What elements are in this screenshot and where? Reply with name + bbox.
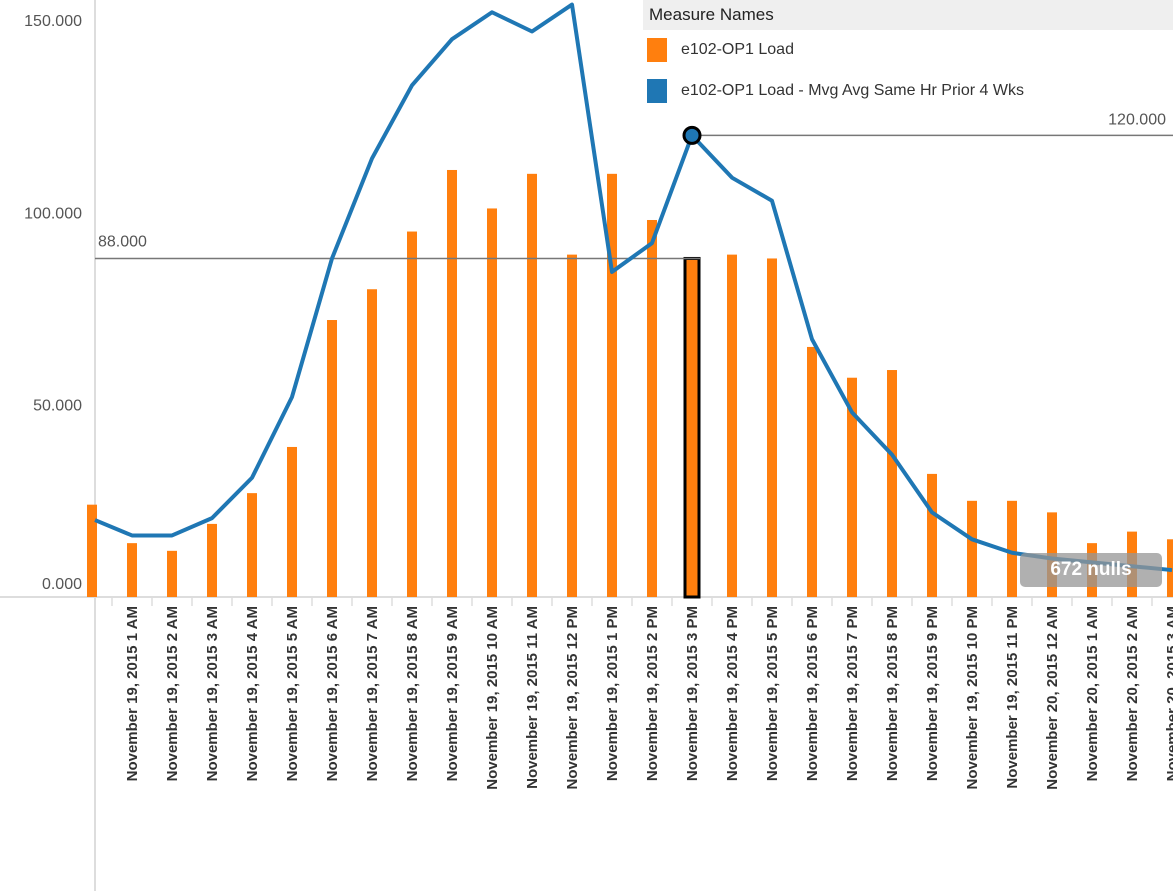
reference-label-88: 88.000: [98, 233, 147, 250]
x-tick-label: November 19, 2015 3 AM: [204, 606, 221, 781]
bar: [527, 173, 537, 597]
x-tick-label: November 19, 2015 10 PM: [964, 606, 981, 789]
nulls-badge[interactable]: 672 nulls: [1020, 553, 1162, 587]
moving-average-line: [94, 2, 1173, 573]
bar: [247, 493, 257, 597]
bar: [407, 231, 417, 597]
y-tick-label: 150.000: [24, 13, 82, 30]
x-tick-label: November 19, 2015 8 AM: [404, 606, 421, 781]
bar: [447, 169, 457, 597]
x-tick-label: November 19, 2015 11 AM: [524, 606, 541, 789]
bar: [727, 254, 737, 597]
bar: [207, 523, 217, 597]
x-tick-label: November 20, 2015 1 AM: [1084, 606, 1101, 781]
bar: [847, 377, 857, 597]
x-tick-label: November 19, 2015 1 PM: [604, 606, 621, 781]
bar: [927, 473, 937, 597]
x-tick-label: November 19, 2015 7 AM: [364, 606, 381, 781]
bar: [1007, 500, 1017, 597]
bar: [87, 504, 97, 597]
x-tick-label: November 20, 2015 12 AM: [1044, 606, 1061, 790]
x-tick-label: November 19, 2015 9 PM: [924, 606, 941, 781]
bar: [567, 254, 577, 597]
reference-label-120: 120.000: [1108, 111, 1166, 128]
x-tick-label: November 19, 2015 11 PM: [1004, 606, 1021, 789]
x-tick-label: November 19, 2015 6 AM: [324, 606, 341, 781]
bar: [647, 219, 657, 597]
x-tick-label: November 19, 2015 7 PM: [844, 606, 861, 781]
bar: [767, 258, 777, 597]
y-tick-label: 100.000: [24, 205, 82, 222]
bar: [807, 346, 817, 597]
legend-swatch-blue: [647, 79, 667, 103]
legend-item-mvg-avg[interactable]: e102-OP1 Load - Mvg Avg Same Hr Prior 4 …: [647, 79, 1024, 103]
bar: [127, 543, 137, 597]
bar: [167, 550, 177, 597]
x-tick-label: November 19, 2015 2 AM: [164, 606, 181, 781]
x-tick-label: November 19, 2015 2 PM: [644, 606, 661, 781]
legend-title: Measure Names: [643, 0, 1173, 30]
x-tick-label: November 19, 2015 4 AM: [244, 606, 261, 781]
x-tick-label: November 19, 2015 4 PM: [724, 606, 741, 781]
x-tick-label: November 19, 2015 5 AM: [284, 606, 301, 781]
bar: [487, 208, 497, 597]
legend: Measure Names e102-OP1 Load e102-OP1 Loa…: [643, 0, 1173, 106]
x-tick-label: November 19, 2015 12 PM: [564, 606, 581, 789]
legend-label: e102-OP1 Load: [681, 41, 794, 58]
bar: [287, 446, 297, 597]
x-tick-label: November 19, 2015 9 AM: [444, 606, 461, 781]
x-tick-label: November 20, 2015 2 AM: [1124, 606, 1141, 781]
bar: [967, 500, 977, 597]
bar: [607, 173, 617, 597]
x-tick-label: November 19, 2015 3 PM: [684, 606, 701, 781]
x-tick-label: November 19, 2015 8 PM: [884, 606, 901, 781]
x-tick-label: November 19, 2015 10 AM: [484, 606, 501, 790]
x-tick-label: November 19, 2015 1 AM: [124, 606, 141, 781]
legend-label: e102-OP1 Load - Mvg Avg Same Hr Prior 4 …: [681, 82, 1024, 99]
x-tick-label: November 20, 2015 3 AM: [1164, 606, 1173, 781]
x-tick-label: November 19, 2015 5 PM: [764, 606, 781, 781]
bar-highlighted: [683, 256, 701, 599]
bar: [367, 289, 377, 597]
y-tick-label: 0.000: [42, 576, 82, 593]
legend-item-load[interactable]: e102-OP1 Load: [647, 38, 794, 62]
y-tick-label: 50.000: [33, 398, 82, 415]
x-tick-label: November 19, 2015 6 PM: [804, 606, 821, 781]
bar: [887, 370, 897, 597]
bar: [327, 320, 337, 597]
line-point-highlighted: [682, 125, 702, 145]
legend-swatch-orange: [647, 38, 667, 62]
